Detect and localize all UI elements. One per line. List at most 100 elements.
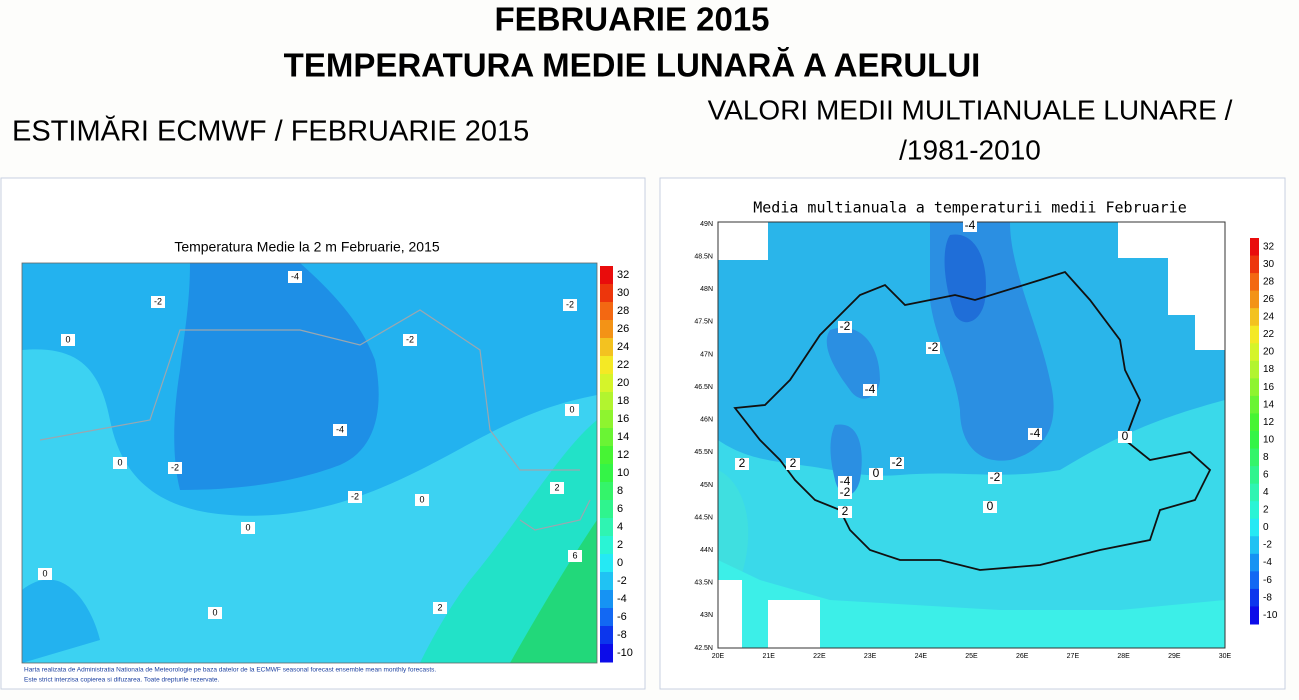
contour-label: -2 (403, 334, 417, 346)
colorbar-label: -8 (1263, 592, 1272, 603)
colorbar-cell (600, 356, 613, 375)
contour-label-text: -4 (965, 218, 976, 232)
contour-label-text: 2 (437, 602, 442, 612)
colorbar-cell (1250, 325, 1259, 344)
contour-label-bg (568, 550, 582, 562)
contour-label-text: -4 (865, 382, 876, 396)
contour-label-text: 0 (65, 334, 70, 344)
lon-label: 30E (1219, 653, 1232, 660)
colorbar-label: 30 (1263, 259, 1275, 270)
lat-label: 43N (700, 612, 713, 619)
contour-label-bg (988, 472, 1002, 484)
contour-label-bg (565, 404, 579, 416)
colorbar-cell (1250, 448, 1259, 467)
contour-label-text: -2 (566, 299, 574, 309)
contour-label: 0 (113, 457, 127, 469)
colorbar-cell (1250, 588, 1259, 607)
lat-label: 46.5N (694, 384, 713, 391)
colorbar-label: 10 (617, 467, 629, 479)
lat-label: 43.5N (694, 580, 713, 587)
colorbar-cell (1250, 343, 1259, 362)
contour-label-bg (415, 494, 429, 506)
colorbar-label: 26 (1263, 294, 1275, 305)
colorbar-label: -10 (1263, 610, 1278, 621)
contour-label: -2 (563, 299, 577, 311)
colorbar-label: -6 (617, 611, 627, 623)
colorbar-label: 16 (617, 413, 629, 425)
colorbar-label: 0 (1263, 522, 1269, 533)
colorbar-cell (1250, 290, 1259, 309)
colorbar-cell (1250, 378, 1259, 397)
colorbar-label: 22 (617, 359, 629, 371)
colorbar-cell (1250, 501, 1259, 520)
contour-label-text: -4 (291, 271, 299, 281)
contour-label-bg (61, 334, 75, 346)
contour-label: -4 (863, 382, 877, 396)
colorbar-cell (1250, 360, 1259, 379)
colorbar-cell (1250, 273, 1259, 292)
contour-label: 2 (786, 456, 800, 470)
lon-label: 26E (1016, 653, 1029, 660)
colorbar-label: 26 (617, 323, 629, 335)
colorbar-label: 2 (1263, 505, 1269, 516)
contour-label: -2 (988, 470, 1002, 484)
lat-label: 47.5N (694, 319, 713, 326)
contour-label-text: -2 (406, 334, 414, 344)
contour-label-text: 2 (739, 456, 746, 470)
colorbar-label: 18 (1263, 364, 1275, 375)
colorbar-label: -4 (1263, 557, 1272, 568)
colorbar-label: 12 (617, 449, 629, 461)
colorbar-label: 14 (617, 431, 629, 443)
colorbar-cell (600, 482, 613, 501)
contour-label-text: -4 (1030, 426, 1041, 440)
left-map (21, 262, 598, 664)
right-map (717, 221, 1226, 649)
contour-label-bg (1118, 431, 1132, 443)
lat-label: 44.5N (694, 514, 713, 521)
colorbar-cell (600, 428, 613, 447)
contour-label-bg (348, 491, 362, 503)
contour-label-text: -2 (990, 470, 1001, 484)
contour-label: 0 (38, 568, 52, 580)
colorbar-label: -6 (1263, 575, 1272, 586)
contour-label: -2 (890, 455, 904, 469)
contour-label-text: -4 (840, 474, 851, 488)
colorbar-label: 8 (617, 485, 623, 497)
colorbar-cell (1250, 308, 1259, 327)
contour-label: 0 (1118, 429, 1132, 443)
contour-label: -4 (838, 474, 852, 488)
colorbar-cell (600, 644, 613, 663)
contour-label-text: 0 (245, 522, 250, 532)
colorbar-cell (1250, 395, 1259, 414)
contour-label: -2 (838, 485, 852, 499)
contour-label-text: 0 (569, 404, 574, 414)
contour-label-bg (786, 458, 800, 470)
contour-label-text: 2 (554, 482, 559, 492)
colorbar-cell (600, 608, 613, 627)
colorbar-label: -2 (1263, 540, 1272, 551)
contour-label-bg (241, 522, 255, 534)
colorbar-cell (600, 626, 613, 645)
contour-label-text: 0 (117, 457, 122, 467)
contour-label-bg (838, 321, 852, 333)
colorbar-label: 12 (1263, 417, 1275, 428)
contour-label: 6 (568, 550, 582, 562)
contour-label-bg (838, 506, 852, 518)
colorbar-cell (1250, 553, 1259, 572)
contour-label-bg (869, 468, 883, 480)
colorbar-label: 20 (617, 377, 629, 389)
contour-label-text: -2 (892, 455, 903, 469)
contour-label-bg (735, 458, 749, 470)
contour-label-text: 0 (1122, 429, 1129, 443)
colorbar-cell (600, 590, 613, 609)
contour-label: 0 (208, 607, 222, 619)
contour-label-bg (208, 607, 222, 619)
map-title: Temperatura Medie la 2 m Februarie, 2015 (174, 239, 440, 255)
contour-label: 0 (869, 466, 883, 480)
colorbar-cell (1250, 255, 1259, 274)
colorbar-label: 22 (1263, 329, 1275, 340)
colorbar-cell (1250, 571, 1259, 590)
colorbar-label: -8 (617, 629, 627, 641)
contour-label-bg (838, 487, 852, 499)
